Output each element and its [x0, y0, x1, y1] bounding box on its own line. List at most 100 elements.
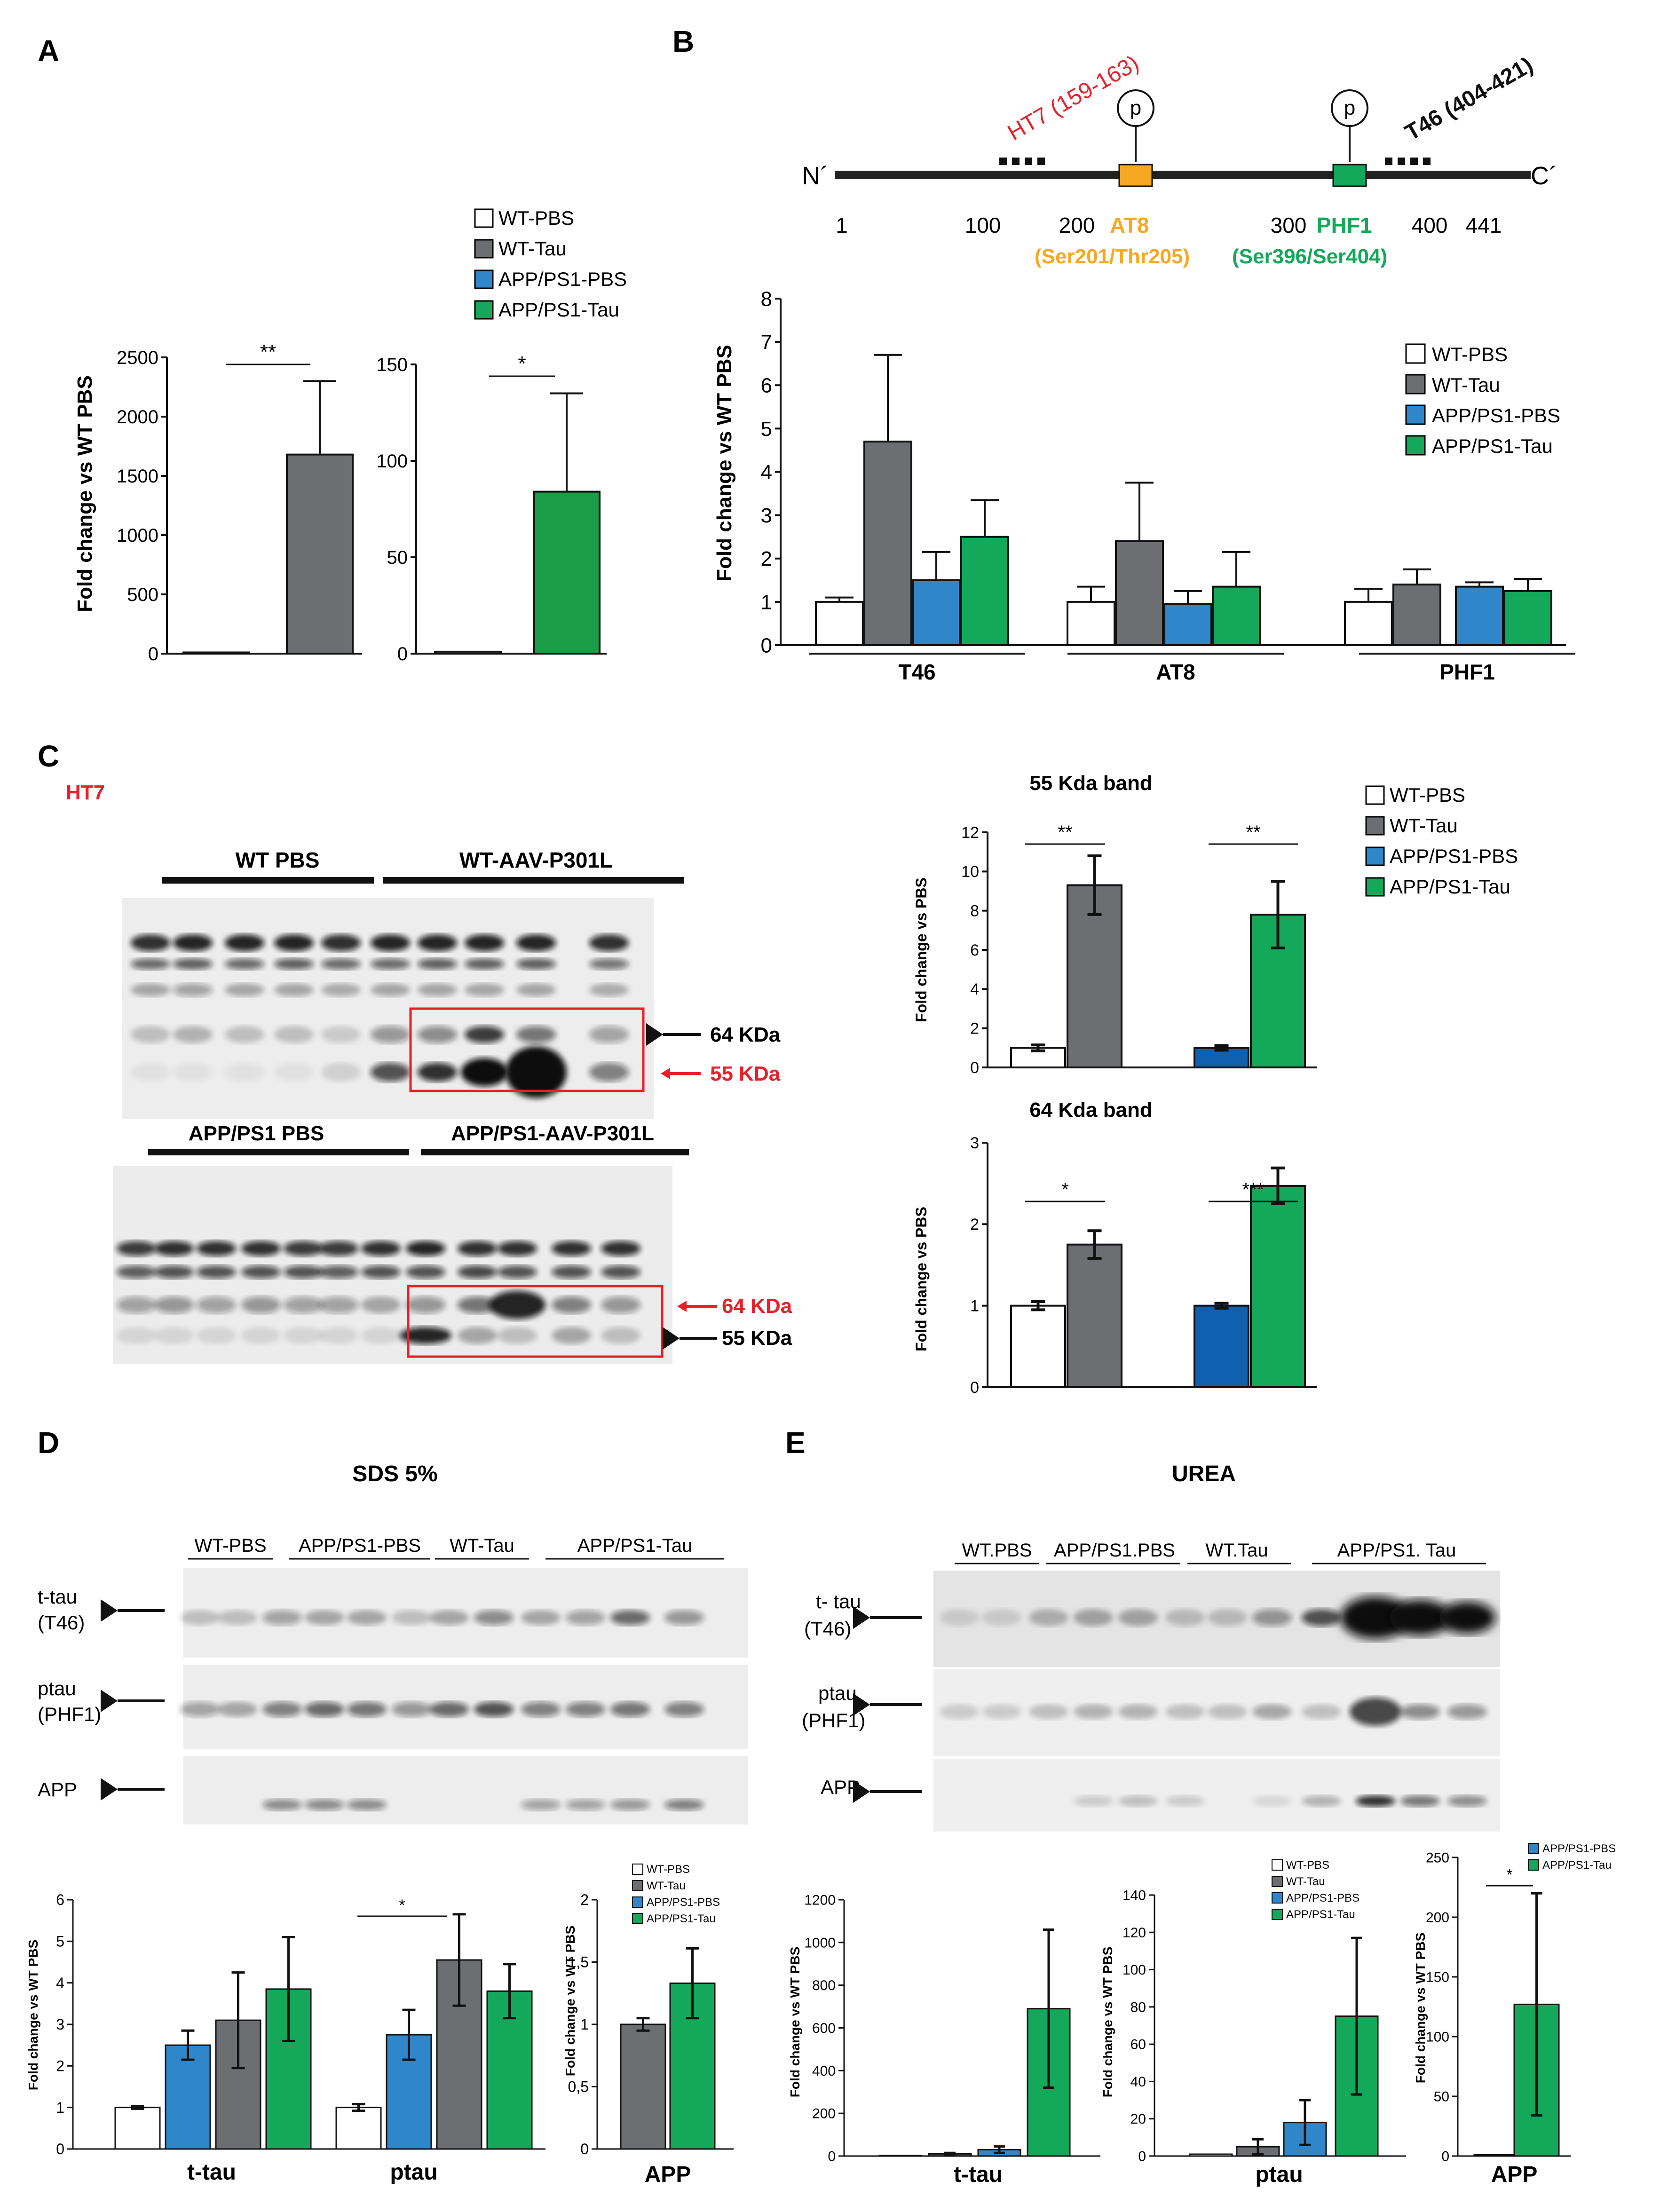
- blot-band: [552, 1296, 591, 1313]
- blot-band: [321, 958, 361, 970]
- blot-band: [392, 1702, 431, 1717]
- blot-band: [117, 1327, 156, 1344]
- panel-e-group-wt-pbs: WT.PBS: [962, 1540, 1032, 1561]
- bar-wt-tau-at8: [1115, 540, 1164, 647]
- blot-band: [589, 1063, 629, 1082]
- blot-band: [610, 1610, 650, 1625]
- position-100: 100: [965, 213, 1001, 237]
- panel-e-group-headers: WT.PBS APP/PS1.PBS WT.Tau APP/PS1. Tau: [955, 1540, 1486, 1564]
- t46-epitope-dots: [1385, 158, 1431, 165]
- western-blot-urea: [933, 1571, 1500, 1832]
- bar-wt-pbs: [1189, 2153, 1233, 2157]
- phf1-site-label: (Ser396/Ser404): [1232, 245, 1387, 268]
- panel-e-ttau-ylabel: Fold change vs WT PBS: [788, 1947, 802, 2097]
- panel-d-tau-ylabel: Fold change vs WT PBS: [26, 1940, 40, 2090]
- phf1-site-box: [1332, 164, 1367, 187]
- legend-label-wt-tau: WT-Tau: [498, 237, 567, 260]
- blot-band: [474, 1702, 514, 1717]
- panel-label-a: A: [38, 34, 59, 68]
- blot-band: [225, 1026, 264, 1043]
- phf1-label: PHF1: [1317, 213, 1372, 237]
- x-category-label: ptau: [1255, 2162, 1303, 2187]
- blot-band: [1447, 1704, 1487, 1719]
- blot-band: [610, 1799, 650, 1810]
- blot-band: [498, 1327, 537, 1344]
- legend-swatch-wt-tau: [474, 239, 494, 259]
- blot-band: [131, 1063, 170, 1082]
- blot-band: [173, 983, 213, 996]
- blot-band: [566, 1799, 605, 1810]
- blot-band: [1029, 1609, 1068, 1626]
- y-tick-label: 10: [961, 863, 979, 881]
- blot-band: [1252, 1704, 1292, 1719]
- blot-band: [173, 958, 213, 970]
- bar-wt-pbs-t46: [815, 600, 864, 646]
- blot-band: [1302, 1795, 1341, 1807]
- blot-band: [218, 1610, 257, 1625]
- blot-band: [1165, 1609, 1205, 1626]
- blot-band: [406, 1241, 445, 1256]
- blot-band: [154, 1265, 194, 1279]
- blot-band: [521, 1702, 561, 1717]
- y-tick-label: 1500: [117, 466, 158, 487]
- legend-label-wt-tau: WT-Tau: [1390, 814, 1458, 837]
- blot-band: [319, 1241, 358, 1256]
- blot-band: [1252, 1609, 1292, 1626]
- panel-e-title: UREA: [1172, 1462, 1236, 1486]
- blot-band: [131, 1026, 170, 1043]
- panel-label-e: E: [785, 1426, 806, 1460]
- y-tick-label: 100: [376, 451, 408, 472]
- blot1-55kda-label: 55 KDa: [710, 1062, 781, 1085]
- y-tick-label: 0: [580, 2141, 589, 2157]
- panel-d-group-headers: WT-PBS APP/PS1-PBS WT-Tau APP/PS1-Tau: [188, 1535, 724, 1560]
- y-tick-label: 1: [761, 591, 772, 614]
- bar-wt-pbs: [1010, 1047, 1066, 1068]
- blot-band: [418, 1063, 457, 1082]
- bar-wt-pbs-t-tau: [114, 2107, 161, 2150]
- y-tick-label: 20: [1130, 2111, 1146, 2127]
- panel-d-group-wt-tau: WT-Tau: [450, 1535, 514, 1556]
- legend-label-wt-tau: WT-Tau: [1432, 374, 1500, 396]
- y-tick-label: 0: [828, 2149, 836, 2165]
- blot-band: [371, 1063, 410, 1082]
- blot-band: [1350, 1698, 1401, 1726]
- blot-band: [1118, 1704, 1158, 1719]
- blot-band: [284, 1327, 323, 1344]
- bar-app-pbs: [1473, 2154, 1520, 2157]
- blot-band: [218, 1702, 257, 1717]
- blot-band: [361, 1265, 401, 1279]
- legend-label-app-tau: APP/PS1-Tau: [1432, 435, 1553, 457]
- blot-band: [940, 1795, 979, 1807]
- blot-band: [506, 1046, 567, 1098]
- blot-band: [321, 983, 361, 996]
- western-blot-app: [113, 1166, 672, 1364]
- blot-band: [274, 1026, 314, 1043]
- x-category-label: T46: [898, 660, 935, 684]
- blot-band: [173, 1026, 213, 1043]
- y-tick-label: 12: [961, 824, 979, 842]
- blot-band: [1390, 1600, 1451, 1635]
- y-tick-label: 1000: [117, 525, 158, 546]
- x-category-label: APP: [645, 2162, 691, 2187]
- phospho-label-at8: p: [1130, 96, 1141, 119]
- blot-band: [361, 1296, 401, 1313]
- blot-band: [173, 1063, 213, 1082]
- blot-band: [498, 1241, 537, 1256]
- blot-band: [516, 934, 556, 951]
- legend-label-wt-pbs: WT-PBS: [498, 207, 574, 229]
- panel-e-ptau-ylabel: Fold change vs WT PBS: [1100, 1947, 1115, 2097]
- at8-site-box: [1118, 164, 1153, 187]
- blot-band: [429, 1610, 469, 1625]
- blot-band: [274, 1063, 314, 1082]
- blot-band: [1029, 1795, 1068, 1807]
- blot-band: [225, 1063, 264, 1082]
- blot-band: [180, 1799, 220, 1810]
- x-category-label: t-tau: [187, 2160, 236, 2185]
- panel-b-ylabel: Fold change vs WT PBS: [713, 345, 736, 582]
- chart55-ylabel: Fold change vs PBS: [913, 877, 930, 1022]
- panel-label-d: D: [38, 1426, 59, 1460]
- blot-band: [516, 983, 556, 996]
- legend-label-app-tau: APP/PS1-Tau: [1542, 1859, 1612, 1872]
- y-tick-label: 2: [56, 2058, 64, 2075]
- blot-band: [406, 1296, 445, 1313]
